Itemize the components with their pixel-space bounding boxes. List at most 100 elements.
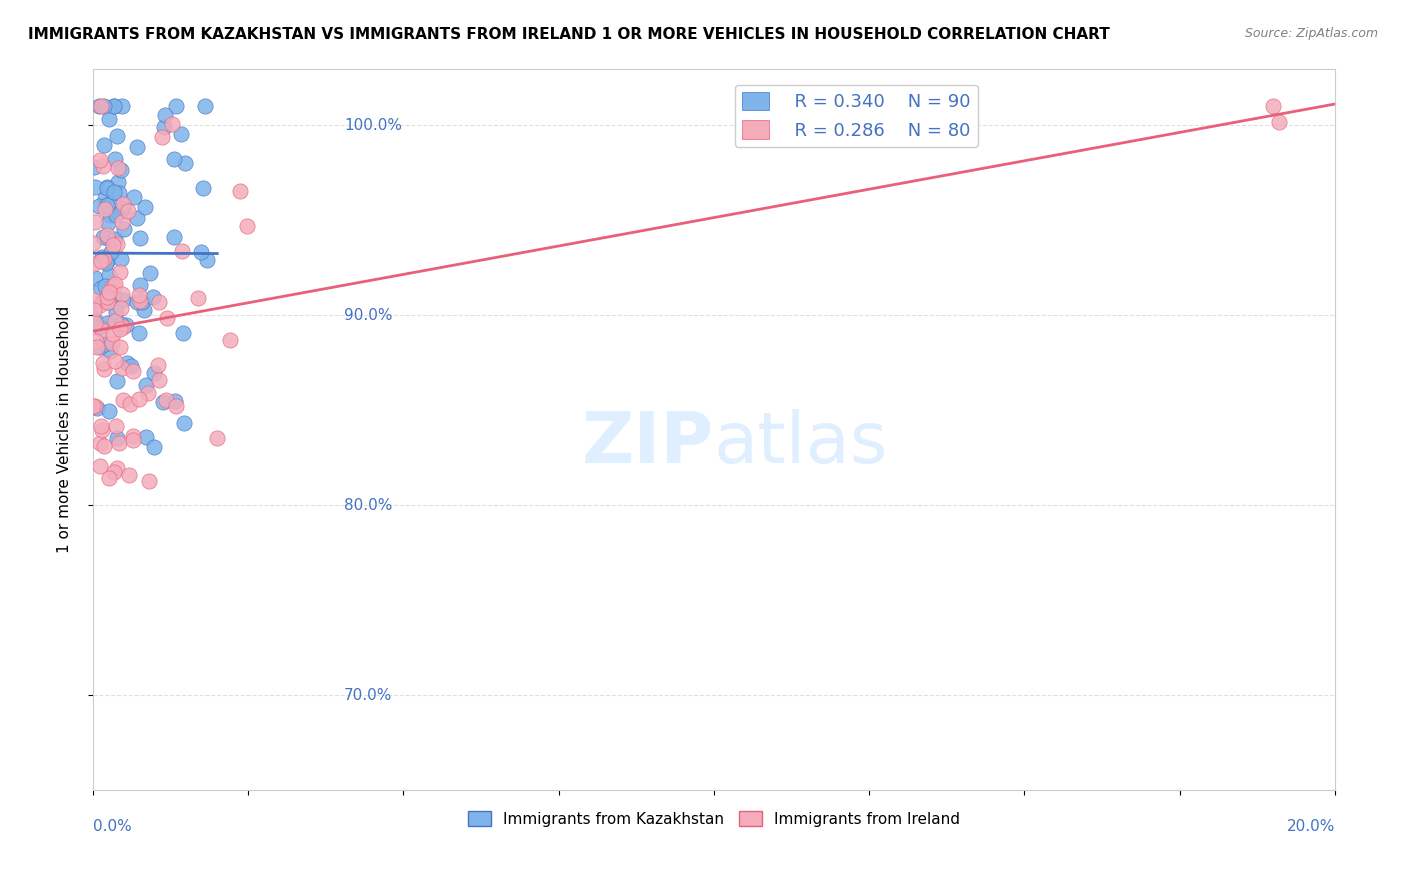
Immigrants from Kazakhstan xyxy=(135,430,157,444)
Immigrants from Ireland xyxy=(165,400,187,414)
Immigrants from Ireland xyxy=(84,215,107,229)
Immigrants from Kazakhstan xyxy=(108,186,131,200)
Immigrants from Ireland xyxy=(82,257,104,271)
Immigrants from Kazakhstan xyxy=(84,180,107,194)
Immigrants from Kazakhstan xyxy=(103,99,125,113)
Immigrants from Kazakhstan xyxy=(152,394,174,409)
Immigrants from Ireland xyxy=(90,423,112,437)
Immigrants from Ireland xyxy=(205,431,228,445)
Y-axis label: 1 or more Vehicles in Household: 1 or more Vehicles in Household xyxy=(58,306,72,553)
Immigrants from Kazakhstan xyxy=(165,393,187,408)
Immigrants from Kazakhstan xyxy=(165,99,187,113)
Text: ZIP: ZIP xyxy=(582,409,714,478)
Immigrants from Kazakhstan xyxy=(112,201,135,215)
Immigrants from Ireland xyxy=(84,317,107,331)
Immigrants from Kazakhstan xyxy=(135,378,157,392)
Immigrants from Kazakhstan xyxy=(94,191,117,205)
Immigrants from Kazakhstan xyxy=(105,374,128,388)
Immigrants from Ireland xyxy=(103,465,125,479)
Immigrants from Ireland xyxy=(111,197,134,211)
Immigrants from Ireland xyxy=(128,287,150,301)
Immigrants from Kazakhstan xyxy=(163,153,186,167)
Immigrants from Ireland xyxy=(97,285,120,299)
Immigrants from Kazakhstan xyxy=(105,208,128,222)
Immigrants from Kazakhstan xyxy=(97,216,120,230)
Immigrants from Kazakhstan xyxy=(173,417,195,431)
Immigrants from Kazakhstan xyxy=(122,189,145,203)
Immigrants from Kazakhstan xyxy=(105,305,128,319)
Immigrants from Kazakhstan xyxy=(134,200,156,214)
Immigrants from Ireland xyxy=(105,237,128,252)
Immigrants from Kazakhstan xyxy=(139,266,162,280)
Immigrants from Ireland xyxy=(93,439,115,453)
Immigrants from Kazakhstan xyxy=(98,343,121,358)
Text: 70.0%: 70.0% xyxy=(344,688,392,703)
Immigrants from Ireland xyxy=(108,265,131,279)
Immigrants from Ireland xyxy=(83,293,105,307)
Immigrants from Kazakhstan xyxy=(96,231,118,245)
Immigrants from Kazakhstan xyxy=(111,293,134,308)
Immigrants from Kazakhstan xyxy=(163,230,186,244)
Immigrants from Ireland xyxy=(86,340,108,354)
Text: 90.0%: 90.0% xyxy=(344,308,392,323)
Immigrants from Kazakhstan xyxy=(97,295,120,310)
Immigrants from Ireland xyxy=(89,298,111,312)
Immigrants from Kazakhstan xyxy=(193,99,215,113)
Immigrants from Kazakhstan xyxy=(114,318,136,332)
Immigrants from Kazakhstan xyxy=(90,294,112,309)
Immigrants from Ireland xyxy=(89,458,111,473)
Immigrants from Kazakhstan xyxy=(152,120,174,134)
Immigrants from Kazakhstan xyxy=(96,316,118,330)
Immigrants from Kazakhstan xyxy=(94,256,117,270)
Immigrants from Ireland xyxy=(108,340,131,354)
Immigrants from Ireland xyxy=(90,253,112,268)
Immigrants from Ireland xyxy=(111,320,134,334)
Text: atlas: atlas xyxy=(714,409,889,478)
Immigrants from Kazakhstan xyxy=(142,440,165,454)
Immigrants from Kazakhstan xyxy=(128,326,150,341)
Immigrants from Ireland xyxy=(121,364,143,378)
Immigrants from Ireland xyxy=(101,279,124,293)
Immigrants from Ireland xyxy=(122,433,145,447)
Immigrants from Ireland xyxy=(110,301,132,315)
Immigrants from Ireland xyxy=(155,392,177,407)
Text: Source: ZipAtlas.com: Source: ZipAtlas.com xyxy=(1244,27,1378,40)
Immigrants from Ireland xyxy=(128,293,150,308)
Immigrants from Ireland xyxy=(91,322,114,336)
Immigrants from Ireland xyxy=(105,418,128,433)
Immigrants from Ireland xyxy=(156,310,179,325)
Immigrants from Ireland xyxy=(138,474,160,488)
Immigrants from Kazakhstan xyxy=(91,251,114,265)
Text: 100.0%: 100.0% xyxy=(344,118,402,133)
Text: 80.0%: 80.0% xyxy=(344,498,392,513)
Immigrants from Kazakhstan xyxy=(96,181,118,195)
Immigrants from Ireland xyxy=(82,400,104,414)
Immigrants from Kazakhstan xyxy=(93,138,115,153)
Immigrants from Ireland xyxy=(111,215,134,229)
Immigrants from Ireland xyxy=(117,467,139,482)
Immigrants from Kazakhstan xyxy=(96,253,118,268)
Immigrants from Ireland xyxy=(83,303,105,318)
Immigrants from Kazakhstan xyxy=(103,99,125,113)
Immigrants from Ireland xyxy=(148,373,170,387)
Immigrants from Kazakhstan xyxy=(96,198,118,212)
Immigrants from Kazakhstan xyxy=(98,208,121,222)
Immigrants from Ireland xyxy=(97,471,120,485)
Immigrants from Ireland xyxy=(101,335,124,350)
Immigrants from Ireland xyxy=(96,227,118,242)
Immigrants from Ireland xyxy=(93,202,115,217)
Immigrants from Ireland xyxy=(148,294,170,309)
Immigrants from Kazakhstan xyxy=(129,277,152,292)
Immigrants from Kazakhstan xyxy=(132,303,155,318)
Immigrants from Kazakhstan xyxy=(84,312,107,326)
Immigrants from Kazakhstan xyxy=(100,283,122,297)
Immigrants from Ireland xyxy=(103,237,125,252)
Immigrants from Ireland xyxy=(97,295,120,310)
Immigrants from Ireland xyxy=(122,428,145,442)
Immigrants from Kazakhstan xyxy=(111,99,134,113)
Immigrants from Kazakhstan xyxy=(90,280,112,294)
Immigrants from Ireland xyxy=(112,393,135,408)
Immigrants from Ireland xyxy=(82,236,104,251)
Immigrants from Ireland xyxy=(93,362,115,376)
Immigrants from Ireland xyxy=(120,396,142,410)
